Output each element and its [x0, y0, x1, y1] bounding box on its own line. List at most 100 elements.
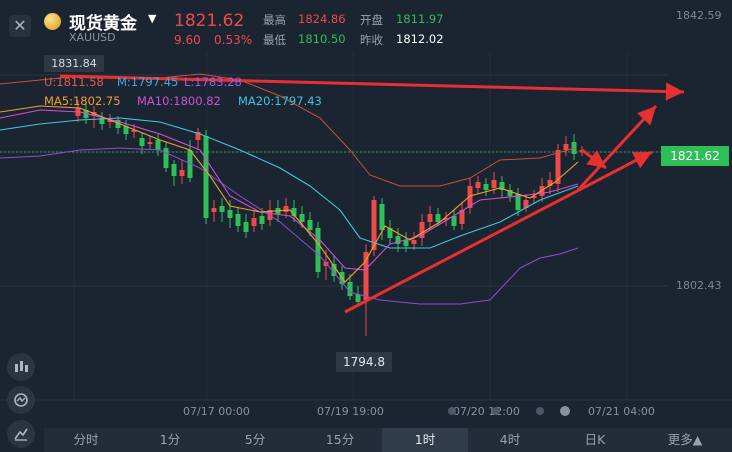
candle-body — [147, 142, 153, 144]
gold-coin-icon — [44, 13, 61, 30]
annotation-arrow-support-head — [631, 152, 652, 169]
open-value: 1811.97 — [396, 12, 444, 26]
candle-body — [163, 148, 169, 168]
drawing-tool[interactable] — [7, 420, 35, 448]
annotation-arrow-up — [576, 104, 658, 192]
candle-body — [475, 182, 481, 188]
tab-15min[interactable]: 15分 — [325, 432, 355, 447]
annotation-arrow-dip-head — [586, 150, 606, 168]
candle-body — [467, 186, 473, 208]
candle-body — [411, 240, 417, 244]
ma20-value: MA20:1797.43 — [238, 94, 322, 108]
candle-body — [243, 222, 249, 232]
tab-1min[interactable]: 1分 — [159, 432, 181, 447]
high-label: 最高 — [263, 13, 286, 27]
close-icon[interactable]: ✕ — [9, 15, 31, 37]
price-change: 9.60 — [174, 33, 201, 47]
candle-body — [435, 214, 441, 222]
candle-body — [211, 208, 217, 212]
indicator-tool[interactable] — [7, 386, 35, 414]
playback-dots[interactable] — [445, 404, 575, 418]
candle-body — [483, 184, 489, 190]
boll-upper-band — [0, 73, 576, 187]
candle-body — [491, 180, 497, 188]
candle-body — [515, 194, 521, 210]
candle-body — [219, 206, 225, 212]
dropdown-caret-icon[interactable]: ▼ — [148, 12, 157, 25]
candle-body — [355, 294, 361, 302]
candle-body — [251, 218, 257, 226]
candle-body — [291, 208, 297, 216]
candle-body — [563, 144, 569, 150]
candle-body — [307, 220, 313, 230]
candle-body — [155, 140, 161, 150]
candle-body — [195, 132, 201, 140]
tab-1hour[interactable]: 1时 — [382, 428, 468, 452]
boll-upper: U:1811.58 — [44, 75, 104, 89]
boll-lower: L:1783.28 — [184, 75, 242, 89]
annotation-arrow-resistance-head — [665, 82, 684, 101]
candle-body — [203, 136, 209, 218]
boll-middle: M:1797.45 — [117, 75, 179, 89]
candle-body — [131, 130, 137, 132]
low-label: 最低 — [263, 33, 286, 47]
candle-body — [107, 120, 113, 122]
tab-daily[interactable]: 日K — [584, 432, 606, 447]
tab-more[interactable]: 更多▲ — [667, 432, 703, 447]
tab-5min[interactable]: 5分 — [244, 432, 266, 447]
candle-body — [347, 282, 353, 296]
candle-body — [115, 120, 121, 128]
y-axis-top-label: 1842.59 — [676, 9, 722, 22]
low-price-tag: 1794.8 — [336, 352, 392, 372]
x-axis-label-2: 07/19 19:00 — [317, 405, 384, 418]
y-axis-mid-label: 1802.43 — [676, 279, 722, 292]
candle-body — [379, 204, 385, 230]
x-axis-label-1: 07/17 00:00 — [183, 405, 250, 418]
candle-body — [387, 228, 393, 238]
instrument-symbol: XAUUSD — [69, 31, 116, 44]
instrument-name[interactable]: 现货黄金 — [69, 14, 137, 34]
tab-fenshi[interactable]: 分时 — [73, 432, 99, 447]
candle-body — [315, 228, 321, 272]
candle-body — [171, 164, 177, 176]
x-axis-label-4: 07/21 04:00 — [588, 405, 655, 418]
prev-close-label: 昨收 — [360, 33, 383, 47]
candle-body — [523, 200, 529, 208]
candle-body — [179, 170, 185, 176]
ma10-line — [0, 109, 579, 271]
quote-header: ✕ 现货黄金 ▼ XAUUSD 1821.62 9.60 0.53% 最高 18… — [0, 0, 732, 52]
candle-body — [283, 206, 289, 212]
candle-body — [99, 118, 105, 124]
candle-body — [403, 240, 409, 246]
candle-body — [299, 214, 305, 222]
candle-body — [235, 214, 241, 226]
timeframe-tabs: 分时 1分 5分 15分 1时 4时 日K 更多▲ — [44, 428, 732, 452]
draw-line-icon — [14, 428, 28, 441]
tab-4hour[interactable]: 4时 — [499, 432, 521, 447]
candle-body — [443, 218, 449, 220]
candle-body — [499, 182, 505, 190]
ma20-line — [0, 117, 579, 249]
candle-style-tool[interactable] — [7, 353, 35, 381]
candle-body — [395, 236, 401, 244]
candle-body — [331, 264, 337, 276]
prev-close-value: 1812.02 — [396, 32, 444, 46]
low-value: 1810.50 — [298, 32, 346, 46]
annotation-arrow-support — [344, 150, 653, 314]
boll-lower-band — [0, 147, 579, 305]
candles-icon — [15, 361, 28, 372]
candle-body — [547, 180, 553, 186]
candle-body — [419, 222, 425, 238]
ma5-value: MA5:1802.75 — [44, 94, 121, 108]
candle-body — [507, 190, 513, 196]
candle-body — [139, 138, 145, 146]
indicator-icon — [14, 393, 28, 407]
annotation-arrow-resistance — [59, 74, 685, 94]
x-axis-label-3: 07/20 12:00 — [453, 405, 520, 418]
price-change-percent: 0.53% — [214, 33, 253, 47]
candle-body — [227, 210, 233, 218]
candle-body — [555, 150, 561, 184]
candle-body — [539, 186, 545, 196]
current-price-tag: 1821.62 — [661, 146, 729, 166]
